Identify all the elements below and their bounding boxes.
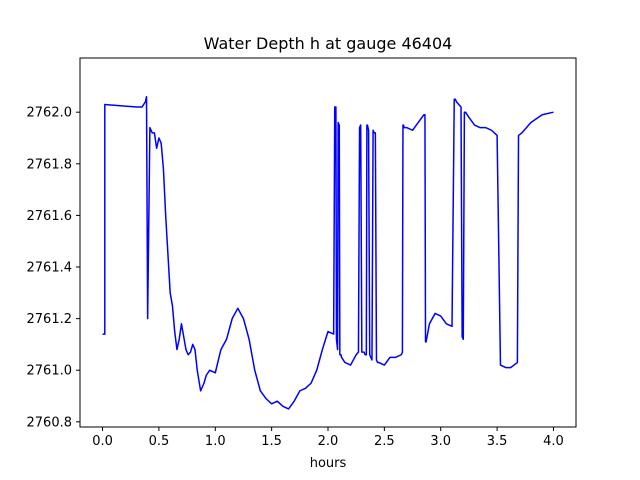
- x-tick-label: 2.0: [318, 434, 339, 449]
- x-tick-label: 1.0: [205, 434, 226, 449]
- y-tick-label: 2762.0: [27, 106, 73, 121]
- plot-frame: [79, 57, 577, 428]
- x-axis-label: hours: [310, 456, 347, 471]
- series-line-0: [102, 95, 554, 410]
- x-tick-label: 2.5: [374, 434, 395, 449]
- x-tick-label: 1.5: [261, 434, 282, 449]
- x-tick-label: 4.0: [543, 434, 564, 449]
- x-tick-label: 0.5: [149, 434, 170, 449]
- y-tick-label: 2761.0: [27, 364, 73, 379]
- x-axis: 0.0 0.5 1.0 1.5 2.0 2.5 3.0 3.5 4.0: [92, 427, 564, 449]
- y-tick-label: 2760.8: [27, 415, 73, 430]
- x-tick-label: 0.0: [92, 434, 113, 449]
- x-tick-label: 3.5: [487, 434, 508, 449]
- x-tick-label: 3.0: [430, 434, 451, 449]
- chart-title: Water Depth h at gauge 46404: [204, 34, 453, 53]
- y-axis: 2760.8 2761.0 2761.2 2761.4 2761.6 2761.8 2762…: [27, 106, 80, 430]
- y-tick-label: 2761.8: [27, 157, 73, 172]
- y-tick-label: 2761.6: [27, 209, 73, 224]
- plot-area: [102, 95, 554, 410]
- y-tick-label: 2761.2: [27, 312, 73, 327]
- y-tick-label: 2761.4: [27, 261, 73, 276]
